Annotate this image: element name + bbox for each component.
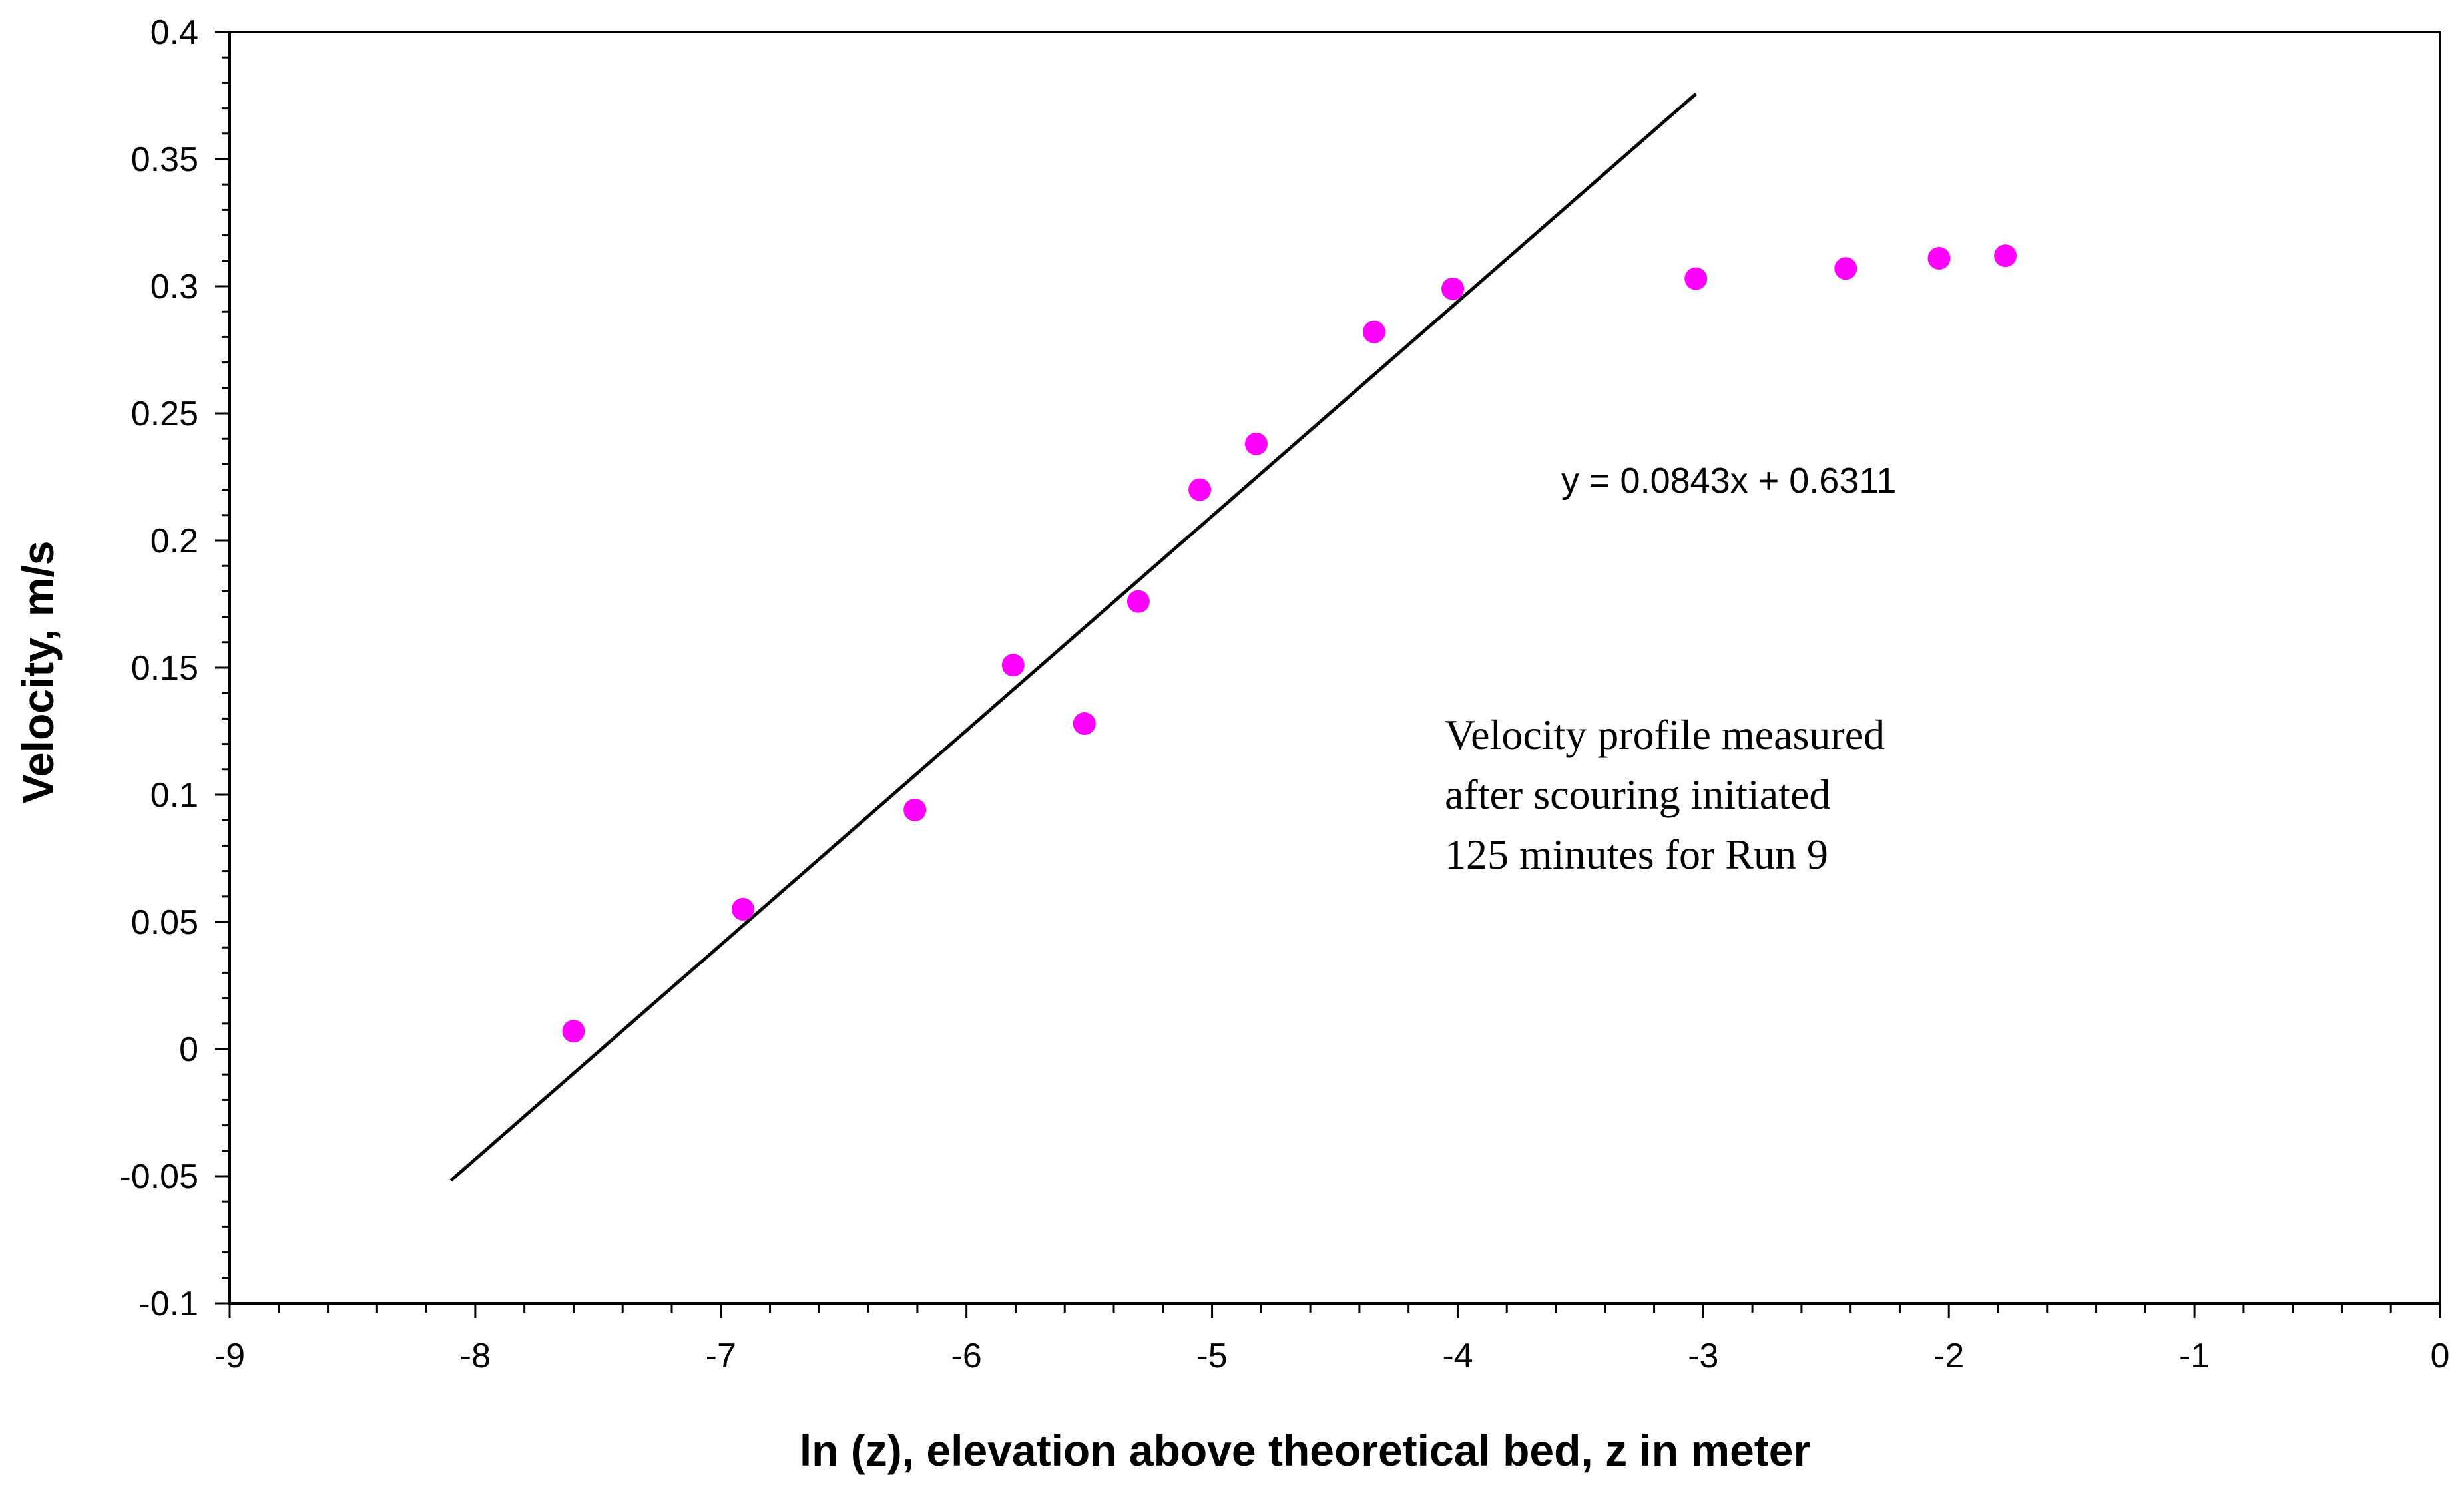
y-tick-label: 0.15	[131, 649, 198, 688]
x-tick-label: -5	[1196, 1337, 1227, 1375]
y-tick-label: 0.4	[150, 13, 198, 52]
x-tick-label: -4	[1442, 1337, 1473, 1375]
x-tick-label: -9	[214, 1337, 245, 1375]
x-tick-label: 0	[2431, 1337, 2450, 1375]
data-point	[1363, 320, 1386, 343]
y-axis-ticks	[215, 31, 230, 1305]
x-axis-ticks	[228, 1303, 2441, 1318]
data-point	[1927, 246, 1951, 270]
x-tick-label: -8	[460, 1337, 491, 1375]
note-line-1: Velocity profile measured	[1445, 711, 1885, 758]
y-tick-label: 0.1	[150, 776, 198, 815]
y-tick-label: 0.25	[131, 395, 198, 433]
data-point	[1441, 277, 1465, 300]
data-point	[731, 897, 754, 921]
data-point	[1994, 244, 2017, 268]
y-tick-label: -0.05	[119, 1158, 198, 1196]
x-tick-label: -3	[1688, 1337, 1718, 1375]
x-tick-label: -2	[1933, 1337, 1964, 1375]
data-point	[1244, 432, 1268, 455]
x-tick-label: -1	[2179, 1337, 2210, 1375]
x-axis-title: ln (z), elevation above theoretical bed,…	[800, 1426, 1810, 1475]
data-points	[562, 244, 2017, 1043]
data-point	[562, 1020, 585, 1043]
x-axis-tick-labels: -9 -8 -7 -6 -5 -4 -3 -2 -1 0	[214, 1337, 2450, 1375]
y-tick-label: 0.05	[131, 903, 198, 942]
y-tick-label: 0.35	[131, 140, 198, 179]
y-tick-label: 0.3	[150, 268, 198, 306]
note-line-3: 125 minutes for Run 9	[1445, 831, 1828, 878]
y-tick-label: 0	[179, 1030, 198, 1069]
data-point	[1834, 257, 1857, 280]
x-tick-label: -6	[951, 1337, 982, 1375]
data-point	[1126, 590, 1150, 613]
data-point	[1188, 478, 1212, 501]
trendline-equation: y = 0.0843x + 0.6311	[1561, 461, 1896, 501]
data-point	[1073, 712, 1096, 736]
y-axis-tick-labels: -0.1 -0.05 0 0.05 0.1 0.15 0.2 0.25 0.3 0.35 0.4	[119, 13, 198, 1323]
y-tick-label: -0.1	[138, 1285, 198, 1323]
note-line-2: after scouring initiated	[1445, 771, 1830, 818]
trendline	[449, 93, 1697, 1182]
y-tick-label: 0.2	[150, 522, 198, 560]
data-point	[903, 798, 927, 821]
data-point	[1684, 267, 1708, 290]
data-point	[1001, 654, 1025, 677]
x-tick-label: -7	[706, 1337, 736, 1375]
trendline-group	[449, 93, 1697, 1182]
y-axis-title: Velocity, m/s	[13, 541, 63, 804]
